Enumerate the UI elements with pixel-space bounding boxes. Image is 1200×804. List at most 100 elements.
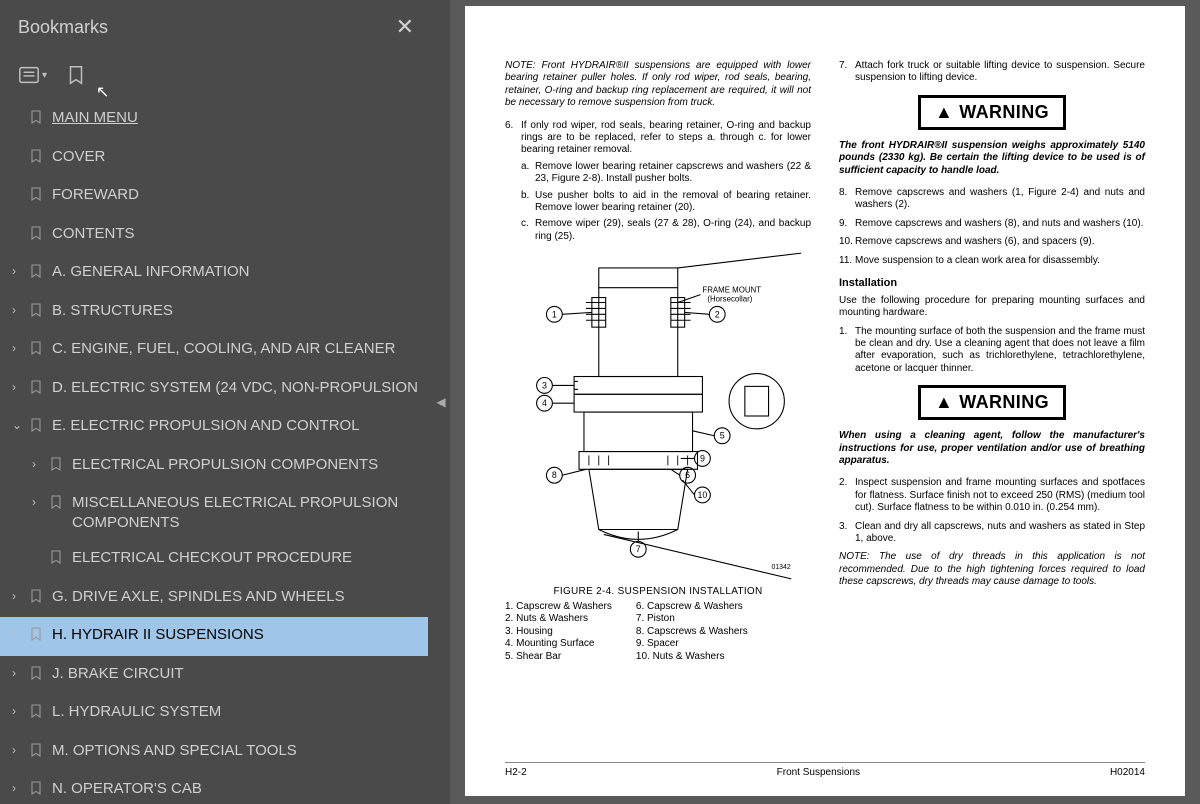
svg-text:01342: 01342 xyxy=(772,564,791,571)
bookmark-icon xyxy=(28,626,48,648)
bookmark-tree[interactable]: ›MAIN MENU›COVER›FOREWARD›CONTENTS›A. GE… xyxy=(0,100,432,804)
bookmark-icon xyxy=(28,225,48,247)
svg-text:(Horsecollar): (Horsecollar) xyxy=(707,295,752,304)
bookmark-item[interactable]: ›A. GENERAL INFORMATION xyxy=(0,254,428,293)
bookmark-icon xyxy=(48,456,68,478)
bookmark-item[interactable]: ›B. STRUCTURES xyxy=(0,293,428,332)
bookmark-icon xyxy=(28,263,48,285)
bookmark-icon xyxy=(28,379,48,401)
bookmark-label: MAIN MENU xyxy=(48,108,420,128)
bookmark-label: H. HYDRAIR II SUSPENSIONS xyxy=(48,625,420,645)
svg-text:7: 7 xyxy=(636,544,641,554)
step-6a: a.Remove lower bearing retainer capscrew… xyxy=(521,161,811,186)
expand-arrow-icon[interactable]: › xyxy=(32,495,48,511)
inst-step-2: 2.Inspect suspension and frame mounting … xyxy=(839,477,1145,514)
expand-arrow-icon[interactable]: › xyxy=(12,264,28,280)
bookmark-label: G. DRIVE AXLE, SPINDLES AND WHEELS xyxy=(48,587,420,607)
bookmark-item[interactable]: › N. OPERATOR'S CAB xyxy=(0,771,428,804)
bookmark-item[interactable]: ›COVER xyxy=(0,139,428,178)
page-left-column: NOTE: Front HYDRAIR®II suspensions are e… xyxy=(505,60,811,663)
step-8: 8.Remove capscrews and washers (1, Figur… xyxy=(839,187,1145,212)
bookmark-item[interactable]: › ELECTRICAL PROPULSION COMPONENTS xyxy=(0,447,428,486)
warning-text-2: When using a cleaning agent, follow the … xyxy=(839,430,1145,467)
bookmark-icon xyxy=(28,588,48,610)
bookmark-item[interactable]: ›FOREWARD xyxy=(0,177,428,216)
note-text-2: NOTE: The use of dry threads in this app… xyxy=(839,551,1145,588)
inst-step-3: 3.Clean and dry all capscrews, nuts and … xyxy=(839,521,1145,546)
step-9: 9.Remove capscrews and washers (8), and … xyxy=(839,218,1145,230)
bookmark-label: CONTENTS xyxy=(48,224,420,244)
expand-arrow-icon[interactable]: › xyxy=(12,743,28,759)
installation-heading: Installation xyxy=(839,277,1145,289)
cursor-icon: ↖ xyxy=(96,82,109,102)
warning-text-1: The front HYDRAIR®II suspension weighs a… xyxy=(839,140,1145,177)
bookmark-item[interactable]: ›J. BRAKE CIRCUIT xyxy=(0,656,428,695)
svg-text:5: 5 xyxy=(720,431,725,441)
bookmark-options-button[interactable]: ▾ xyxy=(18,64,47,86)
bookmark-icon xyxy=(48,549,68,571)
bookmarks-toolbar: ▾ ↖ xyxy=(0,54,432,100)
bookmark-label: ELECTRICAL CHECKOUT PROCEDURE xyxy=(68,548,420,568)
bookmark-label: MISCELLANEOUS ELECTRICAL PROPULSION COMP… xyxy=(68,493,420,532)
figure-caption: FIGURE 2-4. SUSPENSION INSTALLATION xyxy=(505,586,811,597)
warning-box-2: ▲WARNING xyxy=(918,385,1066,420)
bookmarks-header: Bookmarks ✕ xyxy=(0,0,432,54)
expand-arrow-icon[interactable]: › xyxy=(12,303,28,319)
svg-text:FRAME MOUNT: FRAME MOUNT xyxy=(702,286,761,295)
bookmark-icon xyxy=(48,494,68,516)
figure-key-item: 8. Capscrews & Washers xyxy=(636,626,748,638)
expand-arrow-icon[interactable]: › xyxy=(32,457,48,473)
figure-key: 1. Capscrew & Washers2. Nuts & Washers3.… xyxy=(505,601,811,663)
bookmark-item[interactable]: › G. DRIVE AXLE, SPINDLES AND WHEELS xyxy=(0,579,428,618)
figure-key-item: 7. Piston xyxy=(636,613,748,625)
bookmark-icon xyxy=(28,186,48,208)
collapse-handle[interactable]: ◀ xyxy=(432,0,450,804)
expand-arrow-icon[interactable]: › xyxy=(12,666,28,682)
figure-key-item: 10. Nuts & Washers xyxy=(636,651,748,663)
bookmark-icon xyxy=(28,302,48,324)
bookmark-icon xyxy=(28,148,48,170)
bookmark-item[interactable]: › H. HYDRAIR II SUSPENSIONS xyxy=(0,617,428,656)
warning-icon: ▲ xyxy=(935,392,953,413)
bookmark-label: ELECTRICAL PROPULSION COMPONENTS xyxy=(68,455,420,475)
installation-intro: Use the following procedure for preparin… xyxy=(839,295,1145,320)
bookmark-item[interactable]: ›D. ELECTRIC SYSTEM (24 VDC, NON-PROPULS… xyxy=(0,370,428,409)
warning-box: ▲WARNING xyxy=(918,95,1066,130)
bookmark-item[interactable]: ›MAIN MENU xyxy=(0,100,428,139)
svg-text:3: 3 xyxy=(542,380,547,390)
bookmark-icon xyxy=(28,340,48,362)
bookmark-icon xyxy=(28,703,48,725)
bookmark-label: C. ENGINE, FUEL, COOLING, AND AIR CLEANE… xyxy=(48,339,420,359)
expand-arrow-icon[interactable]: › xyxy=(12,589,28,605)
bookmarks-panel: Bookmarks ✕ ▾ ↖ ›MAIN MENU›COVER›FOREWAR… xyxy=(0,0,432,804)
figure-key-item: 6. Capscrew & Washers xyxy=(636,601,748,613)
expand-arrow-icon[interactable]: ⌄ xyxy=(12,418,28,434)
bookmark-item[interactable]: ›L. HYDRAULIC SYSTEM xyxy=(0,694,428,733)
expand-arrow-icon[interactable]: › xyxy=(12,341,28,357)
expand-arrow-icon[interactable]: › xyxy=(12,380,28,396)
close-icon[interactable]: ✕ xyxy=(396,14,414,40)
expand-arrow-icon[interactable]: › xyxy=(12,704,28,720)
step-10: 10.Remove capscrews and washers (6), and… xyxy=(839,236,1145,248)
figure-key-item: 9. Spacer xyxy=(636,638,748,650)
bookmark-label: N. OPERATOR'S CAB xyxy=(48,779,420,799)
expand-arrow-icon[interactable]: › xyxy=(12,781,28,797)
inst-step-1: 1.The mounting surface of both the suspe… xyxy=(839,326,1145,376)
bookmark-item[interactable]: › MISCELLANEOUS ELECTRICAL PROPULSION COM… xyxy=(0,485,428,540)
bookmark-label: M. OPTIONS AND SPECIAL TOOLS xyxy=(48,741,420,761)
bookmark-item[interactable]: ⌄E. ELECTRIC PROPULSION AND CONTROL xyxy=(0,408,428,447)
figure-key-item: 1. Capscrew & Washers xyxy=(505,601,612,613)
find-bookmark-button[interactable] xyxy=(65,64,87,86)
bookmark-icon xyxy=(28,665,48,687)
bookmark-item[interactable]: › C. ENGINE, FUEL, COOLING, AND AIR CLEAN… xyxy=(0,331,428,370)
warning-icon: ▲ xyxy=(935,102,953,123)
expand-arrow-icon[interactable]: › xyxy=(12,627,28,643)
page-footer: H2-2 Front Suspensions H02014 xyxy=(505,762,1145,778)
figure-svg: 1 2 3 4 5 9 6 10 8 7 FRAME MOUNT xyxy=(505,251,811,581)
footer-left: H2-2 xyxy=(505,767,527,778)
bookmark-item[interactable]: › M. OPTIONS AND SPECIAL TOOLS xyxy=(0,733,428,772)
figure-key-item: 5. Shear Bar xyxy=(505,651,612,663)
bookmark-item[interactable]: ›CONTENTS xyxy=(0,216,428,255)
bookmark-item[interactable]: ›ELECTRICAL CHECKOUT PROCEDURE xyxy=(0,540,428,579)
step-6c: c.Remove wiper (29), seals (27 & 28), O-… xyxy=(521,218,811,243)
